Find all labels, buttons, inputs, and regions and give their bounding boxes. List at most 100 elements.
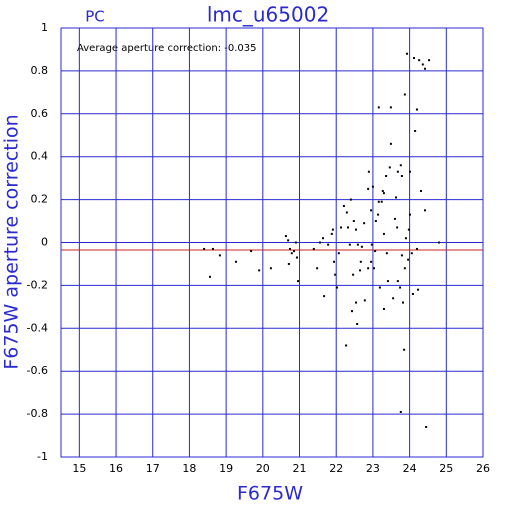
x-tick-label: 22 [329,462,343,475]
point [360,245,363,248]
point [400,254,403,257]
x-tick-label: 17 [146,462,160,475]
point [235,260,238,263]
point [355,301,358,304]
point [284,235,287,238]
point [359,260,362,263]
point [330,232,333,235]
point [334,273,337,276]
point [403,348,406,351]
point [392,297,395,300]
point [421,63,424,66]
point [414,129,417,132]
point [408,170,411,173]
point [400,175,403,178]
y-tick-label: -0.8 [27,407,48,420]
point [356,243,359,246]
point [342,205,345,208]
x-tick-label: 20 [256,462,270,475]
point [287,239,290,242]
x-tick-label: 15 [72,462,86,475]
point [346,226,349,229]
point [418,59,421,62]
point [389,142,392,145]
point [348,243,351,246]
point [396,280,399,283]
point [404,237,407,240]
point [331,228,334,231]
point [386,280,389,283]
point [269,267,272,270]
point [425,425,428,428]
point [385,252,388,255]
point [377,106,380,109]
point [355,228,358,231]
point [316,267,319,270]
point [367,170,370,173]
point [396,226,399,229]
point [312,247,315,250]
point [327,243,330,246]
point [407,228,410,231]
point [382,192,385,195]
point [287,262,290,265]
point [408,213,411,216]
point [288,247,291,250]
point [211,247,214,250]
point [319,241,322,244]
point [377,213,380,216]
point [399,164,402,167]
x-tick-label: 18 [182,462,196,475]
point [218,254,221,257]
point [367,187,370,190]
x-tick-label: 21 [293,462,307,475]
point [403,267,406,270]
annotation: Average aperture correction: -0.035 [77,43,257,54]
point [349,198,352,201]
y-tick-label: -0.2 [27,278,48,291]
y-tick-label: 0.4 [31,150,49,163]
point [352,273,355,276]
point [323,295,326,298]
point [363,222,366,225]
chart-title: lmc_u65002 [207,3,329,27]
point [385,175,388,178]
point [294,241,297,244]
x-axis-label: F675W [237,483,303,505]
panel-label: PC [85,8,105,26]
point [396,170,399,173]
x-tick-label: 23 [366,462,380,475]
point [371,185,374,188]
point [373,267,376,270]
point [407,258,410,261]
point [337,252,340,255]
point [359,269,362,272]
point [293,250,296,253]
point [345,344,348,347]
x-tick-label: 24 [403,462,417,475]
point [380,200,383,203]
point [382,232,385,235]
point [203,247,206,250]
point [378,286,381,289]
point [367,267,370,270]
point [295,256,298,259]
y-tick-label: 0.2 [31,193,49,206]
y-axis-label: F675W aperture correction [1,114,23,369]
point [374,250,377,253]
x-tick-label: 25 [439,462,453,475]
point [335,286,338,289]
point [290,252,293,255]
x-tick-label: 26 [476,462,490,475]
y-tick-label: 0 [41,236,48,249]
y-tick-label: 0.6 [31,107,49,120]
point [415,108,418,111]
point [352,220,355,223]
point [411,292,414,295]
y-tick-label: -1 [37,450,48,463]
point [393,217,396,220]
x-tick-label: 16 [109,462,123,475]
point [356,323,359,326]
